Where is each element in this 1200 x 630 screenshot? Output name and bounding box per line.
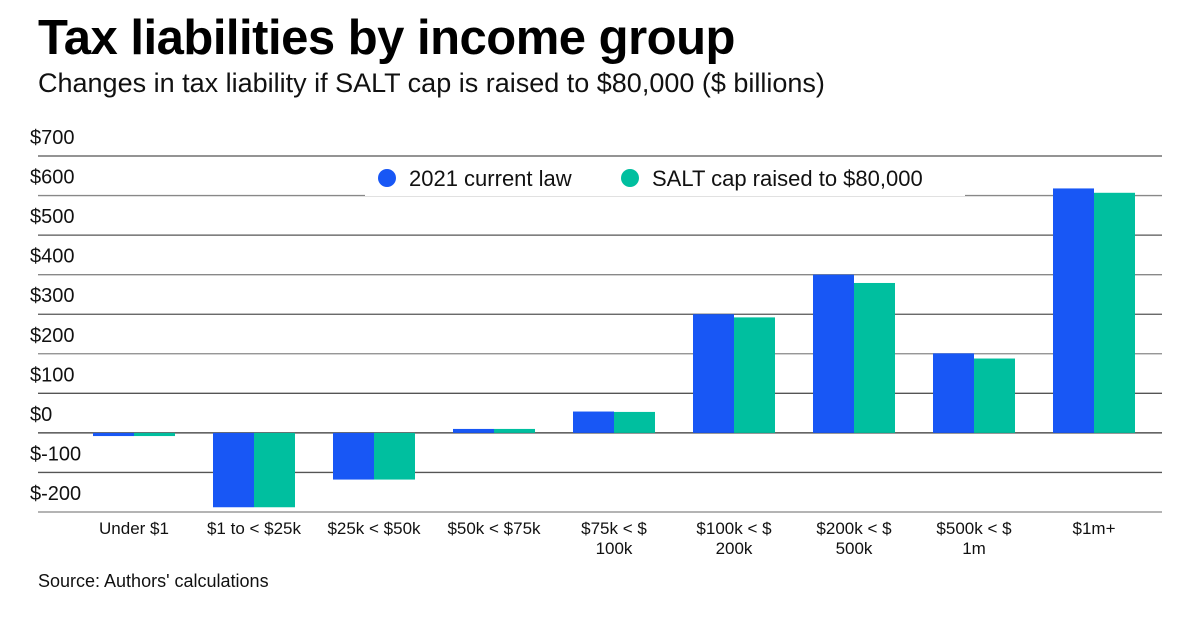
x-tick-label-line: 200k bbox=[716, 539, 753, 558]
bar-salt-raised bbox=[134, 432, 175, 437]
x-tick-label-line: $25k < $50k bbox=[327, 519, 421, 538]
x-tick-label-line: $100k < $ bbox=[696, 519, 772, 538]
bar-current-law bbox=[933, 353, 974, 433]
source-note: Source: Authors' calculations bbox=[38, 571, 269, 591]
x-tick-label-line: 100k bbox=[596, 539, 633, 558]
bar-current-law bbox=[453, 428, 494, 433]
x-tick-label-line: Under $1 bbox=[99, 519, 169, 538]
x-tick-label: $1m+ bbox=[1073, 519, 1116, 538]
bar-current-law bbox=[1053, 188, 1094, 433]
x-tick-label: $500k < $1m bbox=[936, 519, 1012, 558]
x-tick-label-line: $75k < $ bbox=[581, 519, 647, 538]
y-tick-label: $500 bbox=[30, 206, 75, 228]
bar-current-law bbox=[693, 314, 734, 433]
y-tick-label: $-100 bbox=[30, 443, 81, 465]
x-tick-label-line: $500k < $ bbox=[936, 519, 1012, 538]
bar-salt-raised bbox=[1094, 192, 1135, 433]
y-tick-label: $700 bbox=[30, 127, 75, 149]
bar-salt-raised bbox=[614, 411, 655, 433]
legend-dot-current-law bbox=[378, 169, 396, 187]
bar-salt-raised bbox=[734, 317, 775, 433]
x-tick-label-line: $200k < $ bbox=[816, 519, 892, 538]
bar-current-law bbox=[813, 274, 854, 433]
chart-subtitle: Changes in tax liability if SALT cap is … bbox=[38, 68, 825, 98]
legend-background bbox=[365, 160, 965, 196]
legend-dot-salt-raised bbox=[621, 169, 639, 187]
x-tick-label: $75k < $100k bbox=[581, 519, 647, 558]
legend-label-current-law: 2021 current law bbox=[409, 166, 572, 191]
x-tick-label-line: $1m+ bbox=[1073, 519, 1116, 538]
legend-label-salt-raised: SALT cap raised to $80,000 bbox=[652, 166, 923, 191]
y-tick-label: $-200 bbox=[30, 483, 81, 505]
bar-salt-raised bbox=[854, 282, 895, 433]
y-tick-label: $100 bbox=[30, 364, 75, 386]
x-tick-label: Under $1 bbox=[99, 519, 169, 538]
x-tick-label: $1 to < $25k bbox=[207, 519, 302, 538]
x-tick-label-line: $1 to < $25k bbox=[207, 519, 302, 538]
y-tick-label: $200 bbox=[30, 325, 75, 347]
y-tick-label: $600 bbox=[30, 167, 75, 189]
x-axis-ticks: Under $1 $1 to < $25k $25k < $50k $50k < $7… bbox=[99, 519, 1116, 558]
gridlines bbox=[38, 155, 1162, 513]
y-tick-label: $0 bbox=[30, 404, 52, 426]
chart-title: Tax liabilities by income group bbox=[38, 11, 735, 65]
x-tick-label-line: 500k bbox=[836, 539, 873, 558]
x-tick-label: $25k < $50k bbox=[327, 519, 421, 538]
y-tick-label: $300 bbox=[30, 285, 75, 307]
legend: 2021 current law SALT cap raised to $80,… bbox=[365, 160, 965, 196]
x-tick-label: $50k < $75k bbox=[447, 519, 541, 538]
x-tick-label-line: $50k < $75k bbox=[447, 519, 541, 538]
bar-current-law bbox=[333, 432, 374, 480]
x-tick-label: $100k < $200k bbox=[696, 519, 772, 558]
bars bbox=[93, 188, 1135, 508]
bar-salt-raised bbox=[974, 358, 1015, 433]
y-tick-label: $400 bbox=[30, 246, 75, 268]
y-axis-ticks: $700 $600 $500 $400 $300 $200 $100 $0 $-100 $-200 bbox=[30, 127, 81, 505]
x-tick-label: $200k < $500k bbox=[816, 519, 892, 558]
bar-salt-raised bbox=[494, 428, 535, 433]
bar-current-law bbox=[93, 432, 134, 437]
bar-salt-raised bbox=[254, 432, 295, 508]
bar-salt-raised bbox=[374, 432, 415, 480]
bar-current-law bbox=[573, 411, 614, 433]
bar-current-law bbox=[213, 432, 254, 508]
x-tick-label-line: 1m bbox=[962, 539, 986, 558]
